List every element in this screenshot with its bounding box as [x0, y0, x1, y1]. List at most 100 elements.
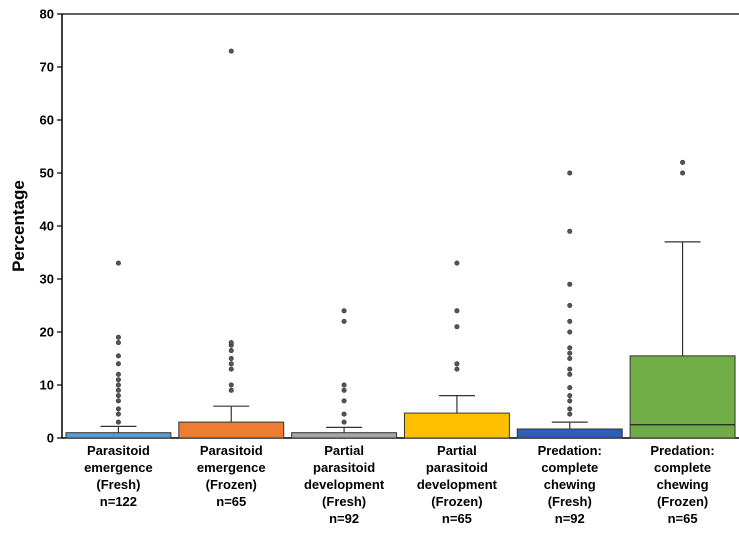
y-axis-title: Percentage — [9, 180, 28, 272]
outlier-point — [115, 382, 121, 388]
category-labels: Parasitoid emergence (Fresh) n=122 Parasitoi… — [84, 443, 715, 526]
category-label: complete — [541, 460, 598, 475]
box-group — [291, 308, 398, 439]
outlier-point — [115, 260, 121, 266]
category-label: emergence — [84, 460, 153, 475]
y-tick-label: 50 — [40, 166, 54, 181]
outlier-point — [567, 371, 573, 377]
outlier-point — [341, 318, 347, 324]
box-group — [516, 170, 623, 439]
box — [65, 432, 172, 439]
category-label: (Fresh) — [322, 494, 366, 509]
category-label: Predation: — [538, 443, 602, 458]
outlier-point — [567, 350, 573, 356]
box — [403, 412, 510, 439]
outlier-point — [115, 353, 121, 359]
outlier-point — [115, 387, 121, 393]
outlier-point — [228, 361, 234, 367]
outlier-point — [115, 398, 121, 404]
category-label: (Fresh) — [96, 477, 140, 492]
y-tick-label: 70 — [40, 60, 54, 75]
category-label: (Frozen) — [206, 477, 257, 492]
category-label: n=65 — [442, 511, 472, 526]
outlier-point — [680, 170, 686, 176]
outlier-point — [454, 366, 460, 372]
outlier-point — [228, 355, 234, 361]
category-label: development — [417, 477, 498, 492]
outlier-point — [228, 366, 234, 372]
outlier-point — [567, 411, 573, 417]
outlier-point — [567, 329, 573, 335]
box-group — [178, 48, 285, 439]
category-label: chewing — [544, 477, 596, 492]
category-label: emergence — [197, 460, 266, 475]
category-label: n=65 — [216, 494, 246, 509]
outlier-point — [567, 398, 573, 404]
y-tick-label: 20 — [40, 325, 54, 340]
outlier-point — [454, 361, 460, 367]
y-tick-label: 0 — [47, 431, 54, 446]
outlier-point — [341, 419, 347, 425]
category-label: chewing — [657, 477, 709, 492]
outlier-point — [228, 48, 234, 54]
category-label: Predation: — [650, 443, 714, 458]
outlier-point — [567, 302, 573, 308]
category-label: parasitoid — [313, 460, 375, 475]
category-label: n=65 — [668, 511, 698, 526]
outlier-point — [341, 387, 347, 393]
box-group — [629, 159, 736, 439]
category-label: parasitoid — [426, 460, 488, 475]
category-label: n=92 — [329, 511, 359, 526]
category-label: n=92 — [555, 511, 585, 526]
outlier-point — [567, 170, 573, 176]
y-tick-label: 30 — [40, 272, 54, 287]
y-tick-label: 60 — [40, 113, 54, 128]
outlier-point — [567, 406, 573, 412]
outlier-point — [454, 260, 460, 266]
category-label: development — [304, 477, 385, 492]
boxes — [65, 48, 736, 439]
y-tick-label: 40 — [40, 219, 54, 234]
outlier-point — [115, 334, 121, 340]
box — [516, 428, 623, 439]
outlier-point — [341, 411, 347, 417]
outlier-point — [341, 398, 347, 404]
category-label: n=122 — [100, 494, 137, 509]
outlier-point — [115, 377, 121, 383]
category-label: (Frozen) — [657, 494, 708, 509]
outlier-point — [567, 366, 573, 372]
outlier-point — [567, 385, 573, 391]
outlier-point — [115, 393, 121, 399]
outlier-point — [680, 159, 686, 165]
box — [178, 421, 285, 439]
outlier-point — [454, 324, 460, 330]
box — [629, 355, 736, 439]
y-axis: 0 10 20 30 40 50 60 70 80 — [40, 7, 62, 446]
category-label: Partial — [324, 443, 364, 458]
category-label: complete — [654, 460, 711, 475]
category-label: Parasitoid — [200, 443, 263, 458]
outlier-point — [115, 371, 121, 377]
box — [291, 432, 398, 439]
outlier-point — [567, 228, 573, 234]
category-label: Parasitoid — [87, 443, 150, 458]
outlier-point — [115, 411, 121, 417]
y-tick-label: 80 — [40, 7, 54, 22]
outlier-point — [228, 348, 234, 354]
outlier-point — [567, 318, 573, 324]
outlier-point — [454, 308, 460, 314]
outlier-point — [115, 406, 121, 412]
outlier-point — [567, 393, 573, 399]
category-label: Partial — [437, 443, 477, 458]
outlier-point — [567, 281, 573, 287]
category-label: (Fresh) — [548, 494, 592, 509]
category-label: (Frozen) — [431, 494, 482, 509]
outlier-point — [341, 382, 347, 388]
outlier-point — [228, 382, 234, 388]
outlier-point — [228, 387, 234, 393]
outlier-point — [115, 361, 121, 367]
outlier-point — [567, 345, 573, 351]
outlier-point — [115, 340, 121, 346]
outlier-point — [567, 355, 573, 361]
